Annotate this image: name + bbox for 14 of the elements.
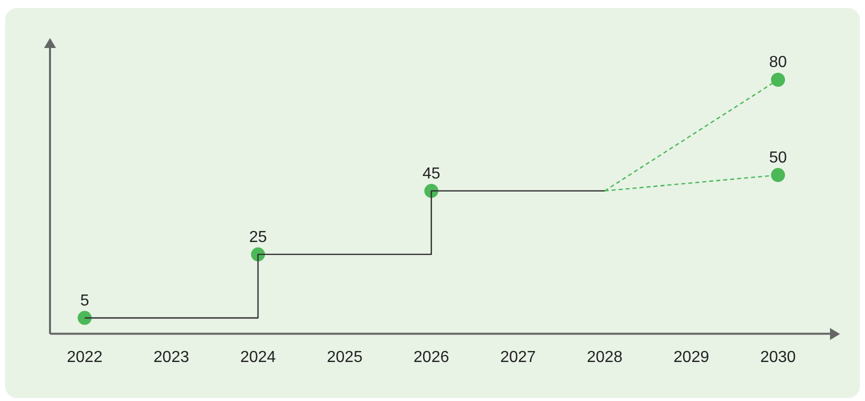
x-tick-label: 2028: [586, 348, 623, 366]
data-label: 5: [80, 292, 90, 310]
data-label: 80: [769, 54, 787, 72]
x-tick-label: 2026: [414, 348, 450, 366]
data-label: 50: [769, 149, 787, 166]
x-tick-label: 2030: [760, 348, 796, 366]
x-tick-label: 2025: [326, 348, 363, 366]
x-tick-label: 2024: [240, 348, 276, 366]
data-label: 45: [422, 165, 440, 182]
x-tick-label: 2029: [674, 348, 710, 366]
data-label: 25: [249, 228, 267, 246]
x-tick-label: 2023: [154, 348, 190, 366]
x-tick-label: 2022: [66, 348, 103, 366]
x-tick-label: 2027: [500, 348, 536, 366]
